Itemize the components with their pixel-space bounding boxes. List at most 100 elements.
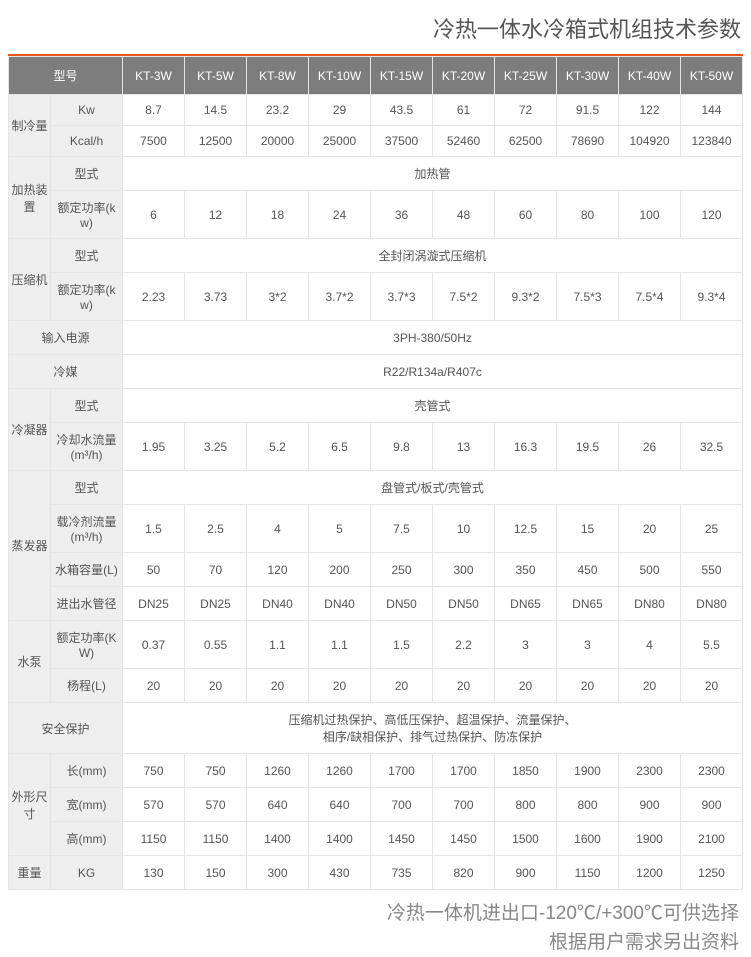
cell: 2.23 — [123, 273, 185, 321]
span-cell: 加热管 — [123, 157, 743, 191]
table-row: 水箱容量(L) 50 70 120 200 250 300 350 450 50… — [9, 553, 743, 587]
table-row: 高(mm) 1150 1150 1400 1400 1450 1450 1500… — [9, 822, 743, 856]
cell: 2300 — [681, 754, 743, 788]
group-dimensions: 外形尺寸 — [9, 754, 51, 856]
cell: 430 — [309, 856, 371, 890]
cell: 12500 — [185, 126, 247, 157]
footnote-line2: 根据用户需求另出资料 — [0, 929, 739, 957]
cell: 5.2 — [247, 423, 309, 471]
cell: 8.7 — [123, 95, 185, 126]
cell: 100 — [619, 191, 681, 239]
row-label: 进出水管径 — [51, 587, 123, 621]
cell: 7.5*3 — [557, 273, 619, 321]
cell: 1400 — [247, 822, 309, 856]
cell: 1450 — [433, 822, 495, 856]
cell: 52460 — [433, 126, 495, 157]
cell: 123840 — [681, 126, 743, 157]
span-cell: 壳管式 — [123, 389, 743, 423]
cell: 20000 — [247, 126, 309, 157]
row-label: 型式 — [51, 239, 123, 273]
cell: 0.55 — [185, 621, 247, 669]
header-col: KT-25W — [495, 57, 557, 95]
cell: 700 — [433, 788, 495, 822]
cell: 250 — [371, 553, 433, 587]
cell: 26 — [619, 423, 681, 471]
row-label: KG — [51, 856, 123, 890]
cell: 500 — [619, 553, 681, 587]
group-evaporator: 蒸发器 — [9, 471, 51, 621]
cell: DN65 — [495, 587, 557, 621]
cell: 3 — [495, 621, 557, 669]
cell: 24 — [309, 191, 371, 239]
row-label: 杨程(L) — [51, 669, 123, 703]
table-row: 输入电源 3PH-380/50Hz — [9, 321, 743, 355]
table-row: 宽(mm) 570 570 640 640 700 700 800 800 90… — [9, 788, 743, 822]
table-row: 外形尺寸 长(mm) 750 750 1260 1260 1700 1700 1… — [9, 754, 743, 788]
cell: 735 — [371, 856, 433, 890]
cell: 19.5 — [557, 423, 619, 471]
cell: 120 — [247, 553, 309, 587]
cell: 62500 — [495, 126, 557, 157]
table-row: 冷却水流量(m³/h) 1.95 3.25 5.2 6.5 9.8 13 16.… — [9, 423, 743, 471]
group-condenser: 冷凝器 — [9, 389, 51, 471]
cell: 20 — [433, 669, 495, 703]
cell: 550 — [681, 553, 743, 587]
cell: 1900 — [619, 822, 681, 856]
cell: 2300 — [619, 754, 681, 788]
table-row: 压缩机 型式 全封闭涡漩式压缩机 — [9, 239, 743, 273]
cell: 6.5 — [309, 423, 371, 471]
cell: 1260 — [309, 754, 371, 788]
cell: 1700 — [371, 754, 433, 788]
cell: 7.5 — [371, 505, 433, 553]
cell: 1250 — [681, 856, 743, 890]
header-col: KT-15W — [371, 57, 433, 95]
table-row: 冷媒 R22/R134a/R407c — [9, 355, 743, 389]
cell: 32.5 — [681, 423, 743, 471]
table-row: 安全保护 压缩机过热保护、高低压保护、超温保护、流量保护、 相序/缺相保护、排气… — [9, 703, 743, 754]
header-col: KT-5W — [185, 57, 247, 95]
cell: 2100 — [681, 822, 743, 856]
cell: 1150 — [557, 856, 619, 890]
row-label: 型式 — [51, 157, 123, 191]
cell: 1700 — [433, 754, 495, 788]
row-label: 额定功率(KW) — [51, 621, 123, 669]
page-title: 冷热一体水冷箱式机组技术参数 — [0, 0, 751, 54]
group-power-input: 输入电源 — [9, 321, 123, 355]
cell: 18 — [247, 191, 309, 239]
cell: 20 — [123, 669, 185, 703]
span-cell: 全封闭涡漩式压缩机 — [123, 239, 743, 273]
cell: 0.37 — [123, 621, 185, 669]
row-label: 额定功率(kw) — [51, 273, 123, 321]
cell: 6 — [123, 191, 185, 239]
cell: 36 — [371, 191, 433, 239]
row-label: 型式 — [51, 471, 123, 505]
cell: 20 — [495, 669, 557, 703]
cell: 43.5 — [371, 95, 433, 126]
cell: 1500 — [495, 822, 557, 856]
header-col: KT-20W — [433, 57, 495, 95]
cell: 2.2 — [433, 621, 495, 669]
header-col: KT-40W — [619, 57, 681, 95]
cell: 3.73 — [185, 273, 247, 321]
cell: 900 — [495, 856, 557, 890]
cell: 1200 — [619, 856, 681, 890]
cell: 20 — [247, 669, 309, 703]
cell: 750 — [185, 754, 247, 788]
cell: DN65 — [557, 587, 619, 621]
footnotes: 冷热一体机进出口-120℃/+300℃可供选择 根据用户需求另出资料 — [0, 890, 751, 957]
cell: 16.3 — [495, 423, 557, 471]
group-weight: 重量 — [9, 856, 51, 890]
group-cooling: 制冷量 — [9, 95, 51, 157]
cell: 60 — [495, 191, 557, 239]
cell: 1450 — [371, 822, 433, 856]
table-row: 重量 KG 130 150 300 430 735 820 900 1150 1… — [9, 856, 743, 890]
cell: 1.1 — [247, 621, 309, 669]
cell: 800 — [557, 788, 619, 822]
cell: DN80 — [681, 587, 743, 621]
header-col: KT-50W — [681, 57, 743, 95]
group-compressor: 压缩机 — [9, 239, 51, 321]
span-cell: R22/R134a/R407c — [123, 355, 743, 389]
cell: 1.1 — [309, 621, 371, 669]
row-label: 长(mm) — [51, 754, 123, 788]
header-model: 型号 — [9, 57, 123, 95]
